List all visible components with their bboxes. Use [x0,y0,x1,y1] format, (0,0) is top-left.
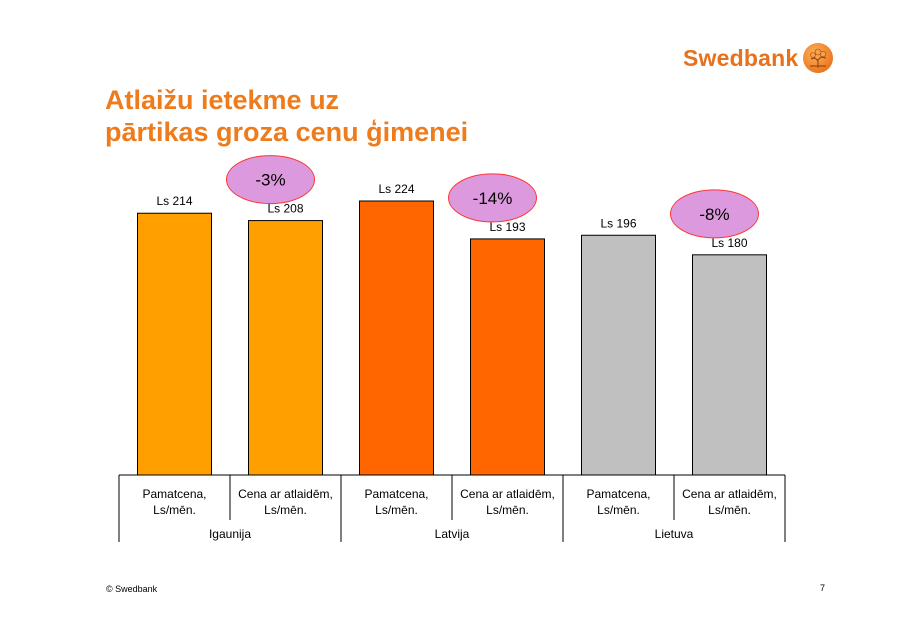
data-label: Ls 208 [267,202,303,216]
bar [359,200,434,476]
category-label: Pamatcena, [364,487,428,501]
category-label: Ls/mēn. [375,503,418,517]
category-label: Pamatcena, [142,487,206,501]
data-label: Ls 193 [489,220,525,234]
oak-tree-icon [803,43,834,73]
change-label: -14% [473,189,513,208]
group-label: Igaunija [209,527,251,541]
title-line-2: pārtikas groza cenu ģimenei [105,117,469,147]
bar [248,220,323,476]
group-label: Lietuva [655,527,694,541]
category-label: Ls/mēn. [486,503,529,517]
category-label: Cena ar atlaidēm, [460,487,555,501]
group-label: Latvija [435,527,470,541]
category-label: Cena ar atlaidēm, [238,487,333,501]
change-badge [226,155,315,205]
category-label: Pamatcena, [586,487,650,501]
data-label: Ls 180 [711,236,747,250]
change-badge [448,173,537,223]
brand-name: Swedbank [683,44,799,71]
title-line-1: Atlaižu ietekme uz [105,85,340,115]
category-label: Ls/mēn. [153,503,196,517]
category-label: Ls/mēn. [708,503,751,517]
bar [581,234,656,476]
category-label: Cena ar atlaidēm, [682,487,777,501]
change-label: -8% [699,205,729,224]
bar [137,212,212,476]
category-label: Ls/mēn. [264,503,307,517]
copyright-text: © Swedbank [106,584,158,594]
swedbank-logo: Swedbank [683,40,834,76]
data-label: Ls 214 [156,194,192,208]
data-label: Ls 224 [378,182,414,196]
data-label: Ls 196 [600,216,636,230]
change-label: -3% [255,171,285,190]
slide-title: Atlaižu ietekme uz pārtikas groza cenu ģ… [105,84,625,148]
bar [692,254,767,476]
change-badge [670,189,759,239]
bar [470,238,545,476]
page-number: 7 [820,583,826,593]
category-label: Ls/mēn. [597,503,640,517]
